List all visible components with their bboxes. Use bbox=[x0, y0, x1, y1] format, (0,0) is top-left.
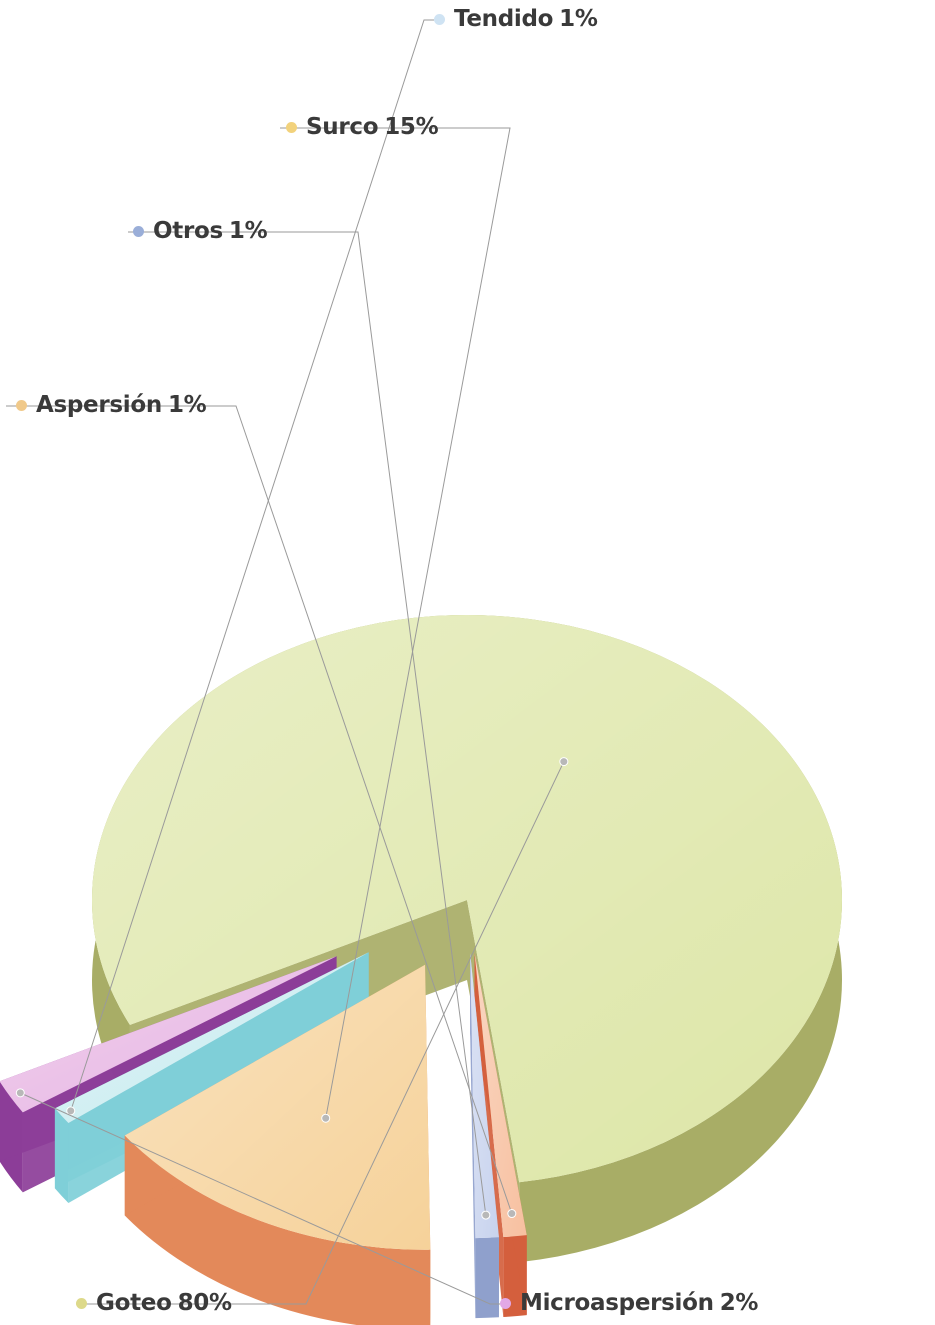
leader-line-tendido bbox=[70, 19, 434, 1112]
legend-marker-otros bbox=[133, 225, 144, 237]
pie-slice-side-surco bbox=[124, 1135, 431, 1325]
legend-marker-microaspersion bbox=[500, 1297, 511, 1309]
slice-label-goteo: Goteo bbox=[96, 1290, 172, 1316]
leader-anchor-goteo bbox=[559, 757, 569, 767]
slice-value-goteo: 80% bbox=[177, 1290, 232, 1316]
slice-label-otros: Otros bbox=[153, 218, 223, 244]
callout-tendido: Tendido 1% bbox=[434, 6, 598, 32]
leader-line-surco bbox=[280, 127, 511, 1119]
slice-value-tendido: 1% bbox=[559, 6, 598, 32]
pie-slice-sheen-otros bbox=[470, 953, 499, 1239]
slice-value-otros: 1% bbox=[228, 218, 268, 244]
legend-marker-tendido bbox=[434, 13, 445, 25]
callout-surco: Surco 15% bbox=[286, 114, 439, 140]
pie-slice-cut-tendido-1 bbox=[54, 952, 369, 1189]
slice-label-surco: Surco bbox=[306, 114, 379, 140]
leader-line-goteo bbox=[76, 761, 565, 1305]
callout-leader-lines bbox=[6, 19, 569, 1305]
callout-goteo: Goteo 80% bbox=[76, 1290, 232, 1316]
callout-aspersion: Aspersión 1% bbox=[16, 392, 207, 418]
leader-anchor-aspersion bbox=[507, 1209, 517, 1219]
callout-otros: Otros 1% bbox=[133, 218, 268, 244]
leader-line-aspersion bbox=[6, 405, 513, 1214]
leader-anchor-tendido bbox=[66, 1106, 76, 1116]
legend-marker-aspersion bbox=[16, 399, 27, 411]
slice-value-microaspersion: 2% bbox=[719, 1290, 759, 1316]
pie-slice-sheen-microaspersion bbox=[0, 956, 337, 1113]
pie-slice-tops bbox=[0, 615, 843, 1250]
slice-label-tendido: Tendido bbox=[454, 6, 554, 32]
leader-line-microaspersion bbox=[20, 1092, 500, 1305]
pie-slice-sheen-goteo bbox=[92, 615, 843, 1183]
leader-line-otros bbox=[128, 231, 487, 1216]
slice-label-aspersion: Aspersión bbox=[36, 392, 162, 418]
legend-marker-surco bbox=[286, 121, 297, 133]
slice-value-aspersion: 1% bbox=[167, 392, 207, 418]
pie-slice-sheen-tendido bbox=[54, 952, 369, 1124]
slice-value-surco: 15% bbox=[384, 114, 439, 140]
leader-anchor-otros bbox=[481, 1210, 491, 1220]
pie-slice-cut-otros-1 bbox=[470, 953, 476, 1319]
callout-microaspersion: Microaspersión 2% bbox=[500, 1290, 758, 1316]
slice-label-microaspersion: Microaspersión bbox=[520, 1290, 714, 1316]
pie-slice-sheen-aspersion bbox=[474, 952, 527, 1238]
leader-anchor-surco bbox=[321, 1113, 331, 1123]
legend-marker-goteo bbox=[76, 1297, 87, 1309]
leader-anchor-microaspersion bbox=[15, 1088, 25, 1098]
pie-slice-sheen-surco bbox=[124, 964, 431, 1250]
